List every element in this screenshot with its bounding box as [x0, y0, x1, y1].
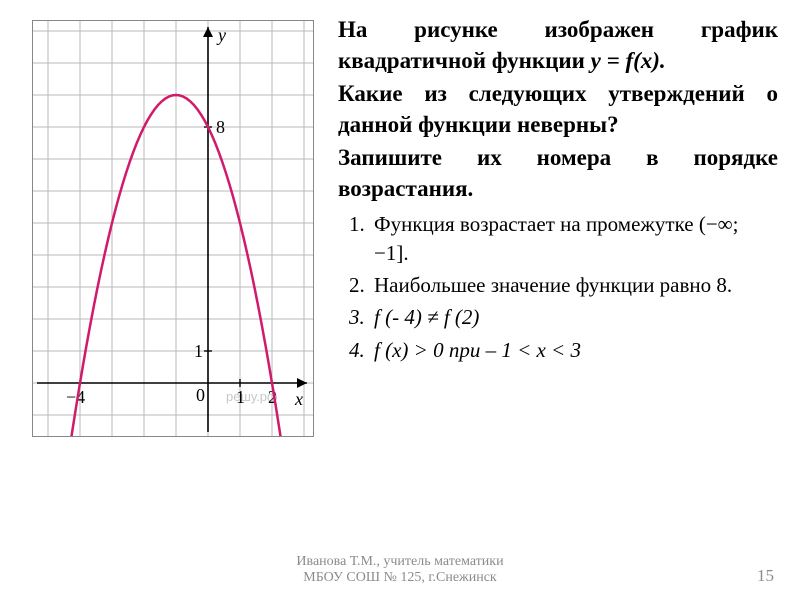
option-2-text: Наибольшее значение функции равно 8. — [374, 273, 732, 297]
prompt-line-3: Запишите их номера в порядке возрастания… — [338, 142, 778, 204]
svg-text:1: 1 — [194, 341, 203, 361]
parabola-chart: решу.рф012−418yx — [33, 21, 313, 436]
problem-text: На рисунке изображен график квадратичной… — [338, 14, 778, 368]
prompt-line-1: На рисунке изображен график квадратичной… — [338, 14, 778, 76]
svg-text:0: 0 — [196, 385, 205, 405]
svg-text:y: y — [216, 25, 226, 45]
option-1: Функция возрастает на промежутке (−∞; −1… — [370, 210, 778, 267]
option-3: f (- 4) ≠ f (2) — [370, 303, 778, 331]
option-3-text: f (- 4) ≠ f (2) — [374, 305, 479, 329]
prompt-function: y = f(x). — [591, 48, 666, 73]
option-4: f (x) > 0 при – 1 < x < 3 — [370, 336, 778, 364]
prompt-line-2: Какие из следующих утверждений о данной … — [338, 78, 778, 140]
svg-text:x: x — [294, 389, 303, 409]
svg-text:8: 8 — [216, 117, 225, 137]
options-list: Функция возрастает на промежутке (−∞; −1… — [338, 210, 778, 364]
slide-number: 15 — [757, 566, 774, 586]
option-2: Наибольшее значение функции равно 8. — [370, 271, 778, 299]
graph-panel: решу.рф012−418yx — [32, 20, 314, 437]
prompt-text-a: На рисунке изображен график квадратичной… — [338, 17, 778, 73]
footer-credit: Иванова Т.М., учитель математики МБОУ СО… — [296, 554, 503, 586]
svg-text:1: 1 — [236, 387, 245, 407]
option-4-text: f (x) > 0 при – 1 < x < 3 — [374, 338, 581, 362]
option-1-text: Функция возрастает на промежутке (−∞; −1… — [374, 212, 738, 264]
